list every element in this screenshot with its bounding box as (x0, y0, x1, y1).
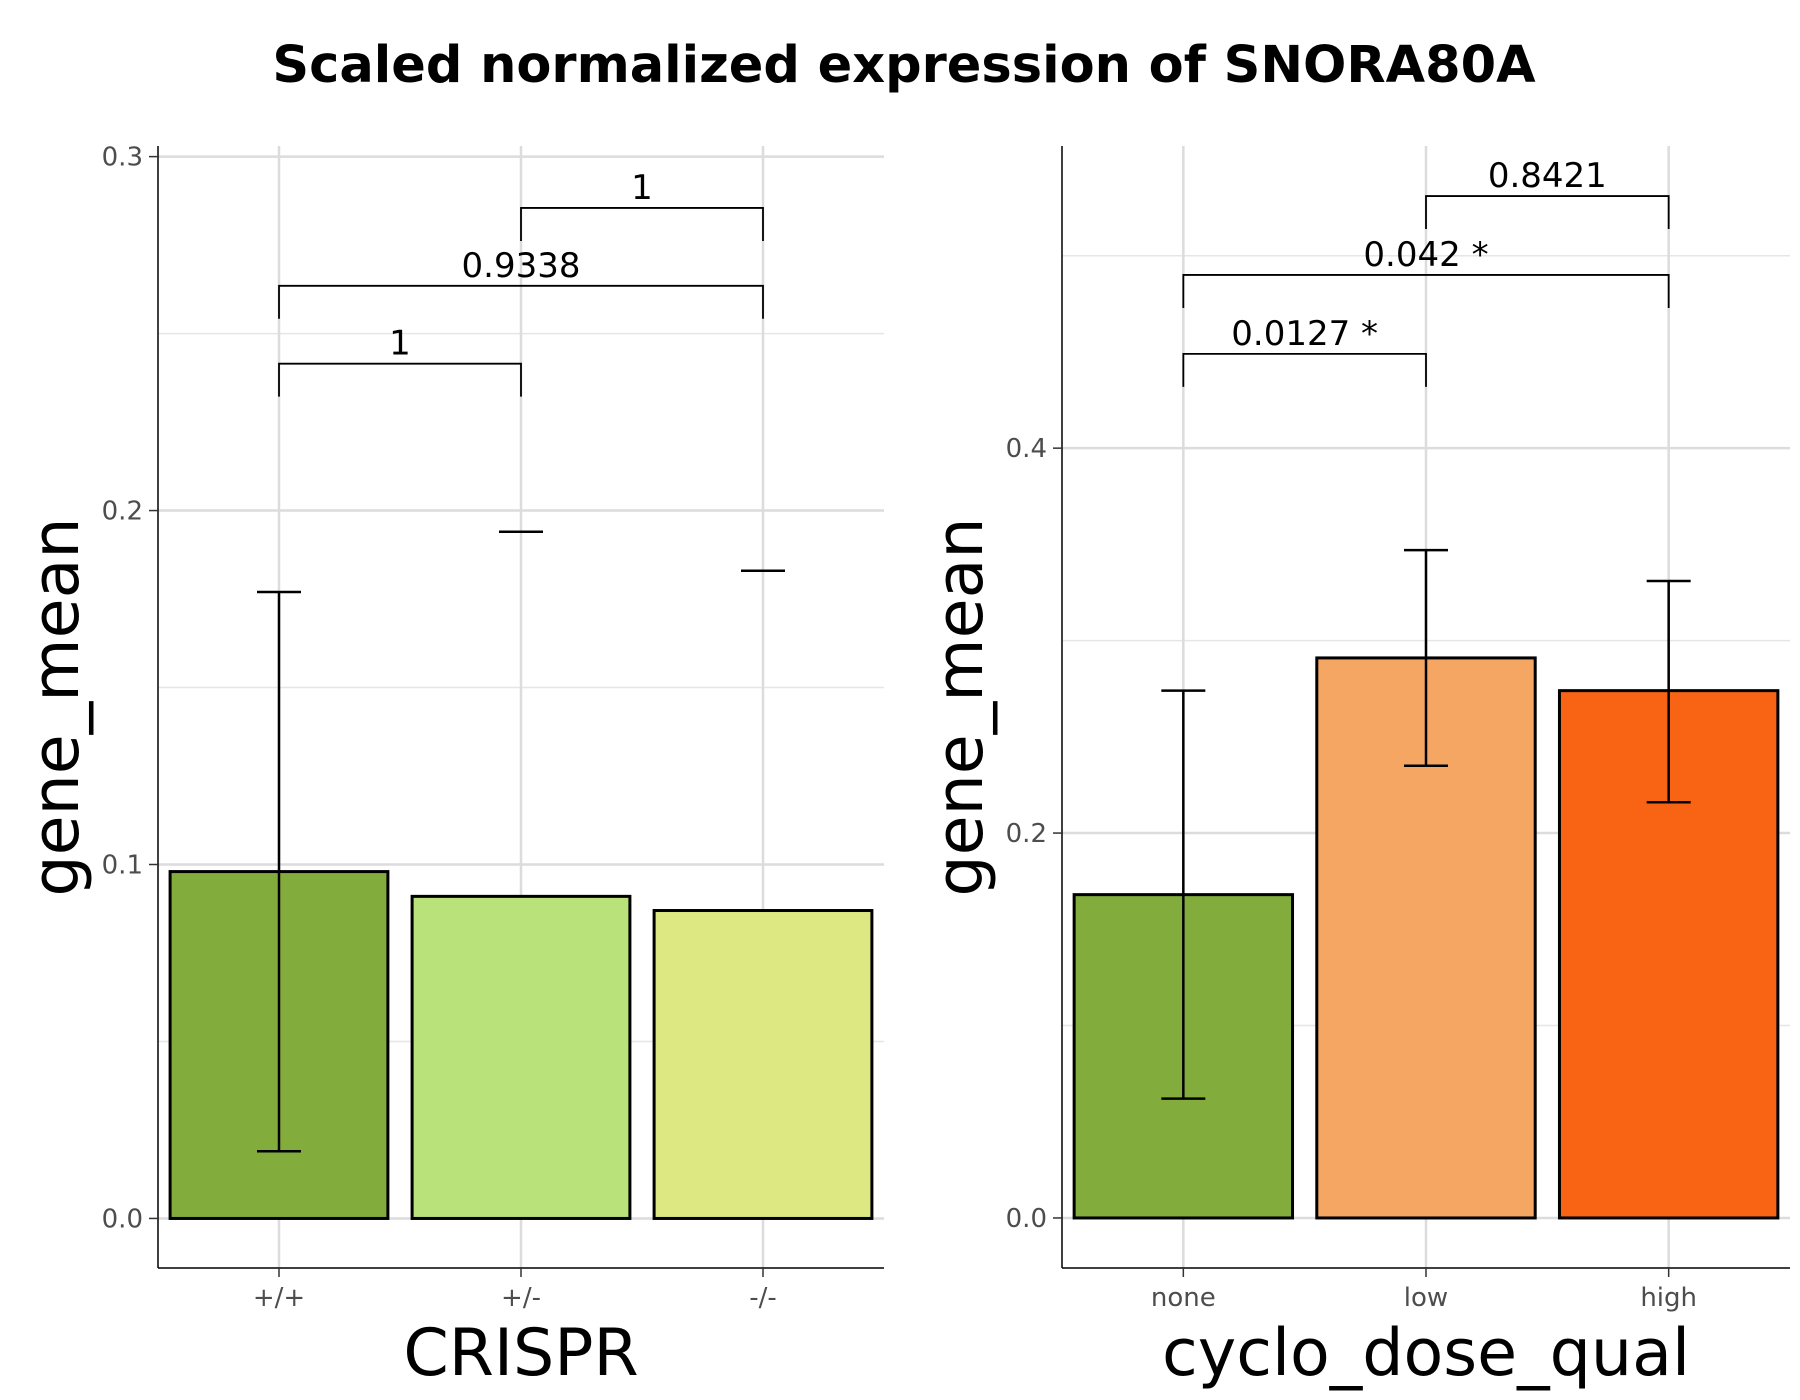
x-tick-label: low (1404, 1283, 1448, 1313)
x-tick-label: +/+ (253, 1283, 305, 1313)
significance-bracket: 0.0127 * (1182, 314, 1427, 387)
y-axis-title: gene_mean (923, 517, 998, 896)
panel-2: 0.0127 * 0.042 *0.8421 0.0 0.2 0.4 none low hig… (923, 146, 1790, 1391)
y-tick-label: 0.1 (102, 851, 143, 881)
panel-1: 1 0.9338 1 0.0 0.1 0.2 0.3 +/+ +/- -/- CRISPR gene_… (19, 143, 884, 1391)
x-tick-label: -/- (749, 1283, 777, 1313)
bracket-line (1182, 352, 1427, 387)
y-axis-title: gene_mean (19, 517, 94, 896)
bracket-line (1182, 274, 1670, 308)
bracket-line (278, 362, 522, 397)
error-bar-low (1404, 548, 1448, 767)
error-bar-+/+ (257, 590, 301, 1153)
y-tick-label: 0.2 (1006, 819, 1047, 849)
x-axis-title: CRISPR (403, 1316, 638, 1391)
y-tick-label: 0.2 (102, 497, 143, 527)
x-axis-title: cyclo_dose_qual (1162, 1316, 1690, 1391)
chart-title: Scaled normalized expression of SNORA80A (272, 36, 1536, 95)
significance-bracket: 0.9338 (278, 246, 764, 319)
x-tick-label: none (1151, 1283, 1216, 1313)
bar-+/- (410, 894, 632, 1220)
y-tick-label: 0.0 (102, 1204, 143, 1234)
significance-bracket: 1 (520, 168, 764, 241)
bracket-label: 1 (631, 168, 653, 208)
bracket-line (1425, 195, 1670, 230)
bracket-line (278, 284, 764, 319)
error-bar-high (1646, 579, 1691, 804)
significance-bracket: 0.8421 (1425, 156, 1670, 230)
bracket-label: 0.8421 (1488, 156, 1607, 196)
chart-panels: 1 0.9338 1 0.0 0.1 0.2 0.3 +/+ +/- -/- CRISPR gene_… (19, 143, 1790, 1391)
bracket-label: 1 (389, 324, 411, 364)
y-tick-label: 0.0 (1006, 1204, 1047, 1234)
significance-bracket: 0.042 * (1182, 235, 1670, 308)
y-tick-label: 0.4 (1006, 434, 1047, 464)
x-tick-label: +/- (501, 1283, 541, 1313)
error-bar-none (1161, 689, 1206, 1100)
bracket-label: 0.042 * (1363, 235, 1488, 275)
bracket-label: 0.9338 (462, 246, 581, 286)
x-tick-label: high (1640, 1283, 1697, 1313)
significance-bracket: 1 (278, 324, 522, 397)
bracket-line (520, 207, 764, 241)
bar--/- (652, 909, 874, 1220)
y-tick-label: 0.3 (102, 143, 143, 173)
bracket-label: 0.0127 * (1231, 314, 1378, 354)
